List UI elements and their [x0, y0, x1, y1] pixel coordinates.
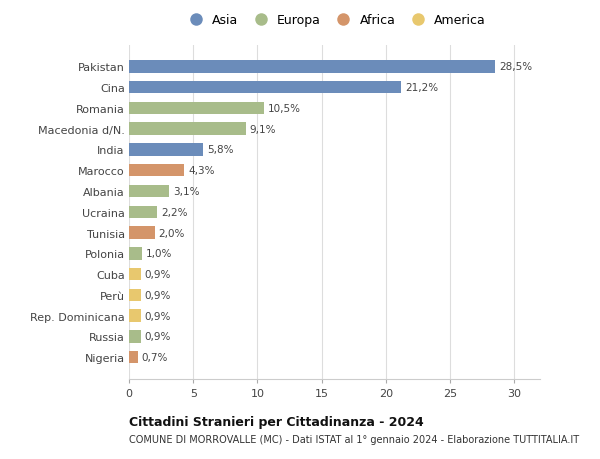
- Text: 0,7%: 0,7%: [142, 353, 168, 362]
- Text: 5,8%: 5,8%: [208, 145, 234, 155]
- Bar: [129, 123, 246, 135]
- Text: 2,2%: 2,2%: [161, 207, 188, 217]
- Text: 28,5%: 28,5%: [499, 62, 532, 72]
- Text: 0,9%: 0,9%: [145, 331, 171, 341]
- Bar: [129, 310, 140, 322]
- Bar: [129, 185, 169, 198]
- Text: 3,1%: 3,1%: [173, 186, 199, 196]
- Bar: [129, 165, 184, 177]
- Bar: [129, 206, 157, 218]
- Text: 21,2%: 21,2%: [405, 83, 438, 93]
- Text: 0,9%: 0,9%: [145, 290, 171, 300]
- Bar: [129, 247, 142, 260]
- Bar: [129, 144, 203, 157]
- Text: 0,9%: 0,9%: [145, 269, 171, 280]
- Bar: [129, 289, 140, 302]
- Text: Cittadini Stranieri per Cittadinanza - 2024: Cittadini Stranieri per Cittadinanza - 2…: [129, 415, 424, 428]
- Bar: [129, 102, 264, 115]
- Bar: [129, 227, 155, 239]
- Text: 4,3%: 4,3%: [188, 166, 215, 176]
- Bar: [129, 351, 138, 364]
- Text: 9,1%: 9,1%: [250, 124, 276, 134]
- Bar: [129, 330, 140, 343]
- Text: 1,0%: 1,0%: [146, 249, 172, 259]
- Text: 2,0%: 2,0%: [158, 228, 185, 238]
- Text: 10,5%: 10,5%: [268, 104, 301, 114]
- Bar: [129, 61, 495, 73]
- Bar: [129, 82, 401, 94]
- Bar: [129, 268, 140, 280]
- Legend: Asia, Europa, Africa, America: Asia, Europa, Africa, America: [183, 14, 486, 27]
- Text: COMUNE DI MORROVALLE (MC) - Dati ISTAT al 1° gennaio 2024 - Elaborazione TUTTITA: COMUNE DI MORROVALLE (MC) - Dati ISTAT a…: [129, 434, 579, 444]
- Text: 0,9%: 0,9%: [145, 311, 171, 321]
